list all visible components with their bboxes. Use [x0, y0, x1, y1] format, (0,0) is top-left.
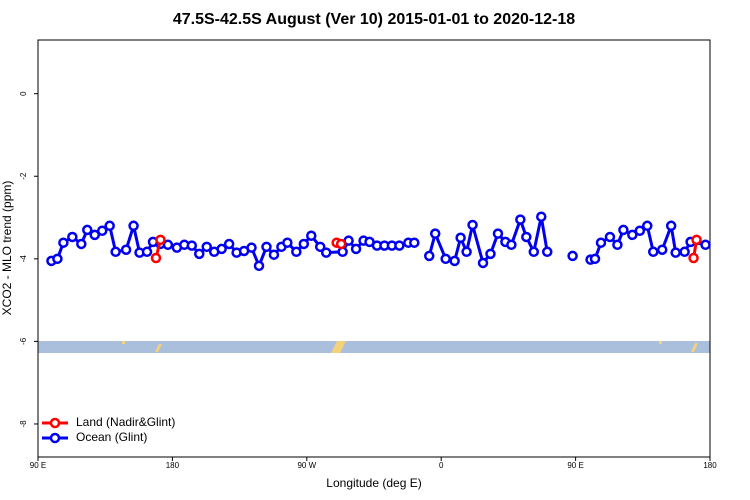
point	[612, 239, 623, 251]
point	[223, 238, 235, 250]
point	[656, 244, 668, 255]
point	[515, 214, 526, 225]
point	[536, 211, 547, 222]
point	[291, 246, 302, 258]
point	[528, 246, 540, 258]
point	[455, 232, 466, 244]
point	[155, 234, 166, 246]
point	[314, 241, 326, 253]
y-axis-label: XCO2 - MLO trend (ppm)	[0, 181, 14, 316]
land-sea-band	[38, 341, 710, 353]
point	[76, 238, 87, 250]
point	[477, 257, 489, 269]
point	[67, 231, 78, 243]
x-tick-label: 0	[439, 461, 444, 470]
point	[691, 234, 702, 246]
point	[96, 225, 108, 236]
point	[567, 250, 578, 262]
point	[141, 246, 153, 258]
point	[595, 237, 607, 248]
point	[162, 239, 174, 251]
plot-frame	[37, 39, 711, 458]
point	[506, 239, 517, 251]
point	[82, 224, 93, 236]
x-tick-label: 90 W	[297, 461, 316, 470]
point	[52, 253, 63, 265]
y-tick-label: 0	[19, 91, 28, 96]
point	[335, 238, 347, 250]
point	[618, 224, 629, 236]
point	[604, 231, 616, 243]
point	[449, 255, 460, 267]
y-tick-label: -4	[19, 255, 28, 263]
point	[320, 247, 332, 258]
point	[409, 237, 420, 248]
point	[589, 253, 601, 265]
point	[521, 231, 532, 243]
point	[394, 240, 405, 251]
point	[58, 237, 69, 248]
point	[429, 228, 441, 239]
point	[679, 246, 690, 258]
point	[665, 220, 677, 232]
legend-label: Land (Nadir&Glint)	[76, 415, 175, 429]
point	[492, 228, 504, 239]
point	[201, 241, 212, 253]
point	[268, 249, 280, 260]
x-tick-label: 180	[166, 461, 180, 470]
point	[110, 246, 121, 258]
point	[150, 252, 162, 264]
x-axis-label: Longitude (deg E)	[326, 476, 421, 490]
point	[424, 250, 435, 262]
y-tick-label: -2	[19, 172, 28, 180]
point	[186, 240, 198, 251]
point	[89, 229, 100, 241]
point	[128, 220, 139, 232]
point	[461, 246, 472, 258]
point	[306, 230, 317, 241]
chart-title: 47.5S-42.5S August (Ver 10) 2015-01-01 t…	[173, 11, 575, 28]
point	[298, 238, 310, 250]
legend-label: Ocean (Glint)	[76, 430, 147, 444]
point	[120, 244, 132, 255]
point	[648, 246, 659, 258]
point	[440, 253, 451, 265]
point	[642, 220, 653, 232]
x-tick-label: 180	[703, 461, 717, 470]
point	[541, 246, 553, 258]
y-tick-label: -6	[19, 337, 28, 345]
x-tick-label: 90 E	[30, 461, 46, 470]
point	[261, 241, 272, 253]
legend-marker	[49, 432, 61, 444]
legend-marker	[49, 417, 61, 429]
point	[194, 248, 205, 260]
point	[688, 252, 699, 264]
point	[670, 247, 681, 258]
point	[485, 248, 496, 260]
point	[700, 239, 711, 251]
point	[246, 242, 257, 253]
y-tick-label: -8	[19, 420, 28, 428]
point	[216, 243, 227, 255]
point	[350, 243, 362, 255]
point	[104, 220, 115, 232]
point	[627, 229, 638, 241]
x-tick-label: 90 E	[567, 461, 583, 470]
point	[467, 219, 478, 231]
point	[253, 260, 265, 272]
point	[282, 237, 293, 248]
point	[634, 225, 646, 236]
